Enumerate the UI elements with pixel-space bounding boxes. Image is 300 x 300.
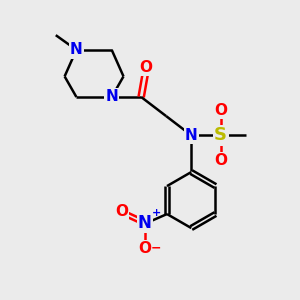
Text: O: O (139, 60, 152, 75)
Text: N: N (70, 42, 83, 57)
Text: N: N (105, 89, 118, 104)
Text: −: − (150, 242, 161, 254)
Text: +: + (152, 208, 160, 218)
Text: O: O (214, 153, 227, 168)
Text: S: S (214, 126, 227, 144)
Text: O: O (115, 204, 128, 219)
Text: N: N (185, 128, 198, 143)
Text: O: O (138, 241, 152, 256)
Text: N: N (138, 214, 152, 232)
Text: O: O (214, 103, 227, 118)
